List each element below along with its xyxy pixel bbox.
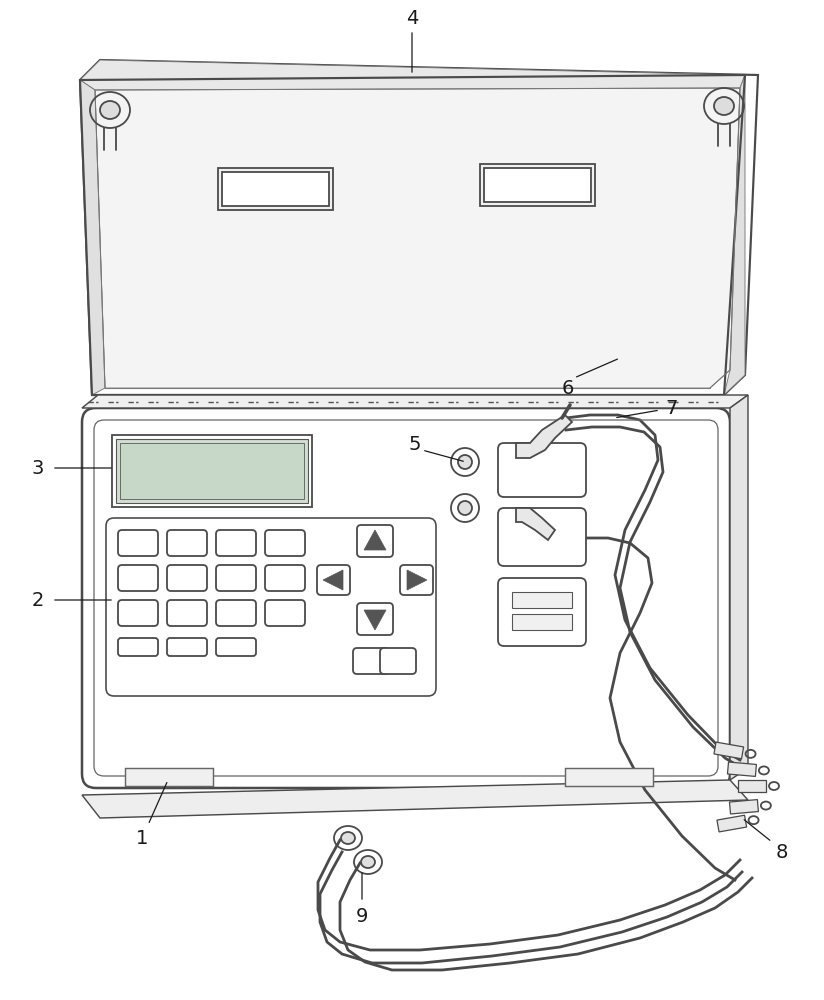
- Polygon shape: [80, 60, 745, 90]
- Bar: [222, 172, 329, 206]
- Text: 8: 8: [776, 842, 789, 861]
- FancyBboxPatch shape: [216, 600, 256, 626]
- Polygon shape: [717, 815, 747, 832]
- Bar: [125, 768, 213, 786]
- FancyBboxPatch shape: [82, 408, 730, 788]
- FancyBboxPatch shape: [167, 565, 207, 591]
- FancyBboxPatch shape: [216, 530, 256, 556]
- FancyBboxPatch shape: [216, 638, 256, 656]
- FancyBboxPatch shape: [167, 600, 207, 626]
- Text: 4: 4: [405, 8, 419, 27]
- Ellipse shape: [458, 455, 472, 469]
- Polygon shape: [738, 780, 766, 792]
- Polygon shape: [407, 570, 427, 590]
- Polygon shape: [728, 762, 756, 776]
- Polygon shape: [82, 780, 748, 818]
- Polygon shape: [364, 610, 386, 630]
- Text: 2: 2: [32, 590, 44, 609]
- Ellipse shape: [714, 97, 734, 115]
- FancyBboxPatch shape: [357, 525, 393, 557]
- Bar: [512, 614, 572, 630]
- FancyBboxPatch shape: [357, 603, 393, 635]
- Ellipse shape: [100, 101, 120, 119]
- Bar: [116, 439, 308, 503]
- Ellipse shape: [458, 501, 472, 515]
- FancyBboxPatch shape: [498, 443, 586, 497]
- Polygon shape: [82, 395, 748, 408]
- Text: 9: 9: [356, 906, 368, 926]
- Polygon shape: [80, 80, 105, 395]
- FancyBboxPatch shape: [118, 530, 158, 556]
- Text: 3: 3: [32, 458, 44, 478]
- FancyBboxPatch shape: [265, 565, 305, 591]
- Polygon shape: [724, 75, 745, 395]
- Bar: [484, 168, 591, 202]
- Polygon shape: [364, 530, 386, 550]
- Polygon shape: [730, 395, 748, 780]
- Ellipse shape: [341, 832, 355, 844]
- FancyBboxPatch shape: [216, 565, 256, 591]
- FancyBboxPatch shape: [167, 638, 207, 656]
- FancyBboxPatch shape: [380, 648, 416, 674]
- Polygon shape: [516, 508, 555, 540]
- Polygon shape: [323, 570, 343, 590]
- FancyBboxPatch shape: [118, 565, 158, 591]
- FancyBboxPatch shape: [265, 530, 305, 556]
- Text: 1: 1: [136, 828, 148, 848]
- Polygon shape: [729, 800, 758, 814]
- Polygon shape: [95, 78, 740, 388]
- Bar: [565, 768, 653, 786]
- Bar: [120, 443, 304, 499]
- FancyBboxPatch shape: [265, 600, 305, 626]
- Polygon shape: [516, 415, 572, 458]
- Polygon shape: [714, 742, 743, 759]
- FancyBboxPatch shape: [498, 508, 586, 566]
- Polygon shape: [80, 60, 758, 395]
- Ellipse shape: [361, 856, 375, 868]
- FancyBboxPatch shape: [400, 565, 433, 595]
- FancyBboxPatch shape: [118, 638, 158, 656]
- Text: 5: 5: [409, 436, 421, 454]
- Bar: [218, 168, 333, 210]
- FancyBboxPatch shape: [118, 600, 158, 626]
- FancyBboxPatch shape: [167, 530, 207, 556]
- FancyBboxPatch shape: [317, 565, 350, 595]
- Text: 6: 6: [562, 378, 574, 397]
- FancyBboxPatch shape: [498, 578, 586, 646]
- FancyBboxPatch shape: [353, 648, 389, 674]
- Bar: [480, 164, 595, 206]
- Text: 7: 7: [666, 398, 678, 418]
- Bar: [112, 435, 312, 507]
- Bar: [512, 592, 572, 608]
